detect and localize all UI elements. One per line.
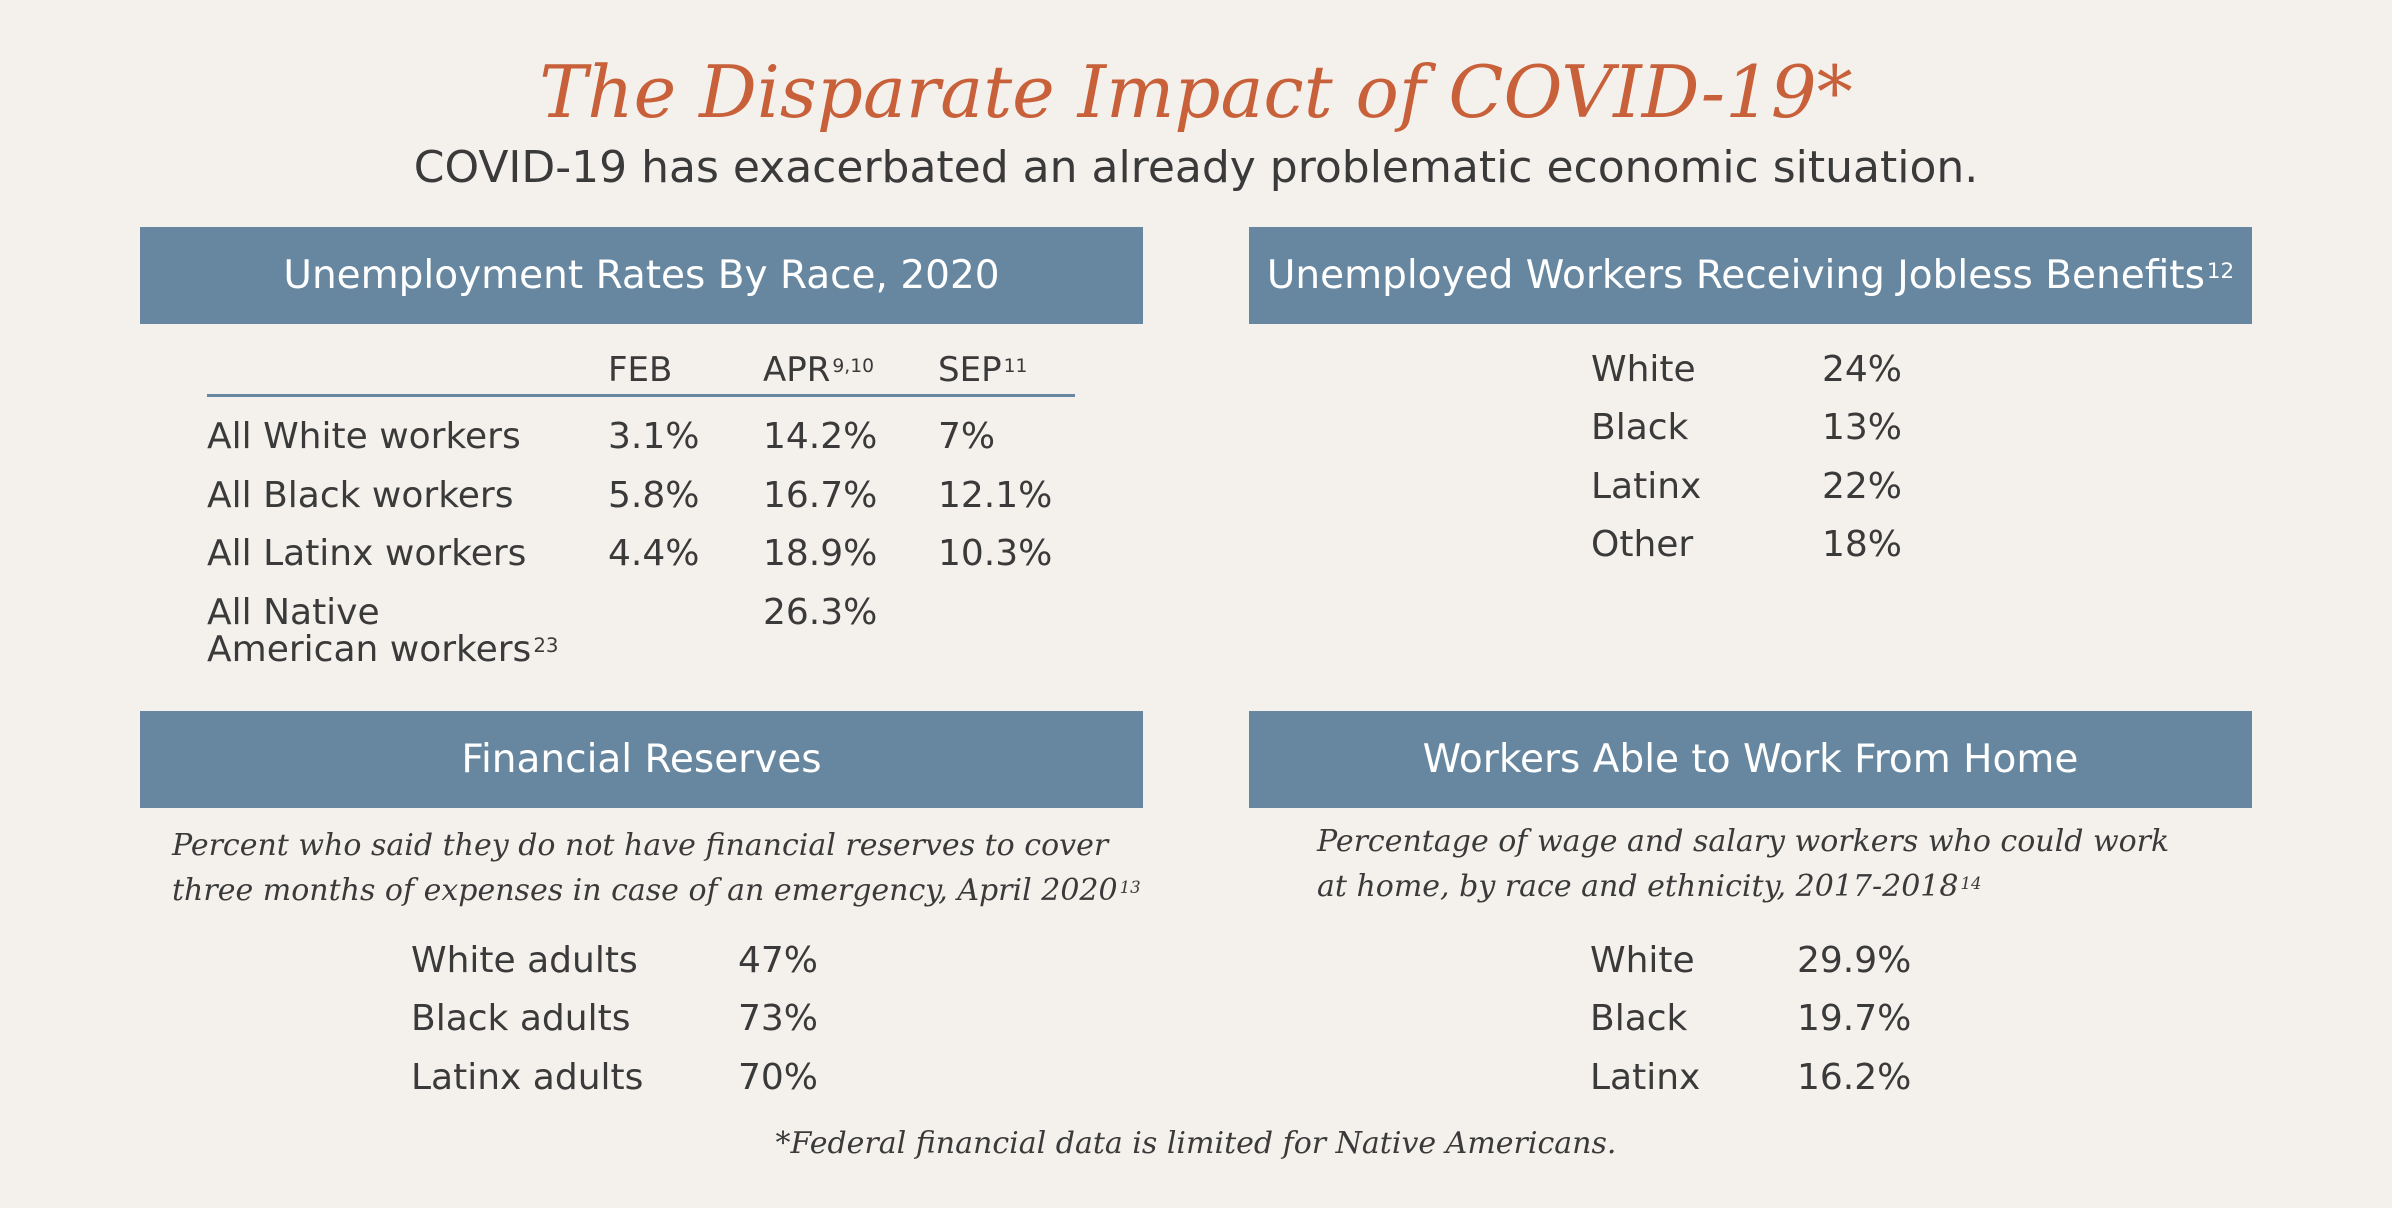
reserves-description-line1: Percent who said they do not have financ… [172,828,1109,863]
jobless-panel-header: Unemployed Workers Receiving Jobless Ben… [1249,227,2252,324]
footnote-ref: 11 [1003,356,1028,378]
reserves-label-white: White adults [411,940,638,981]
reserves-value-white: 47% [738,940,819,981]
home-label-black: Black [1590,998,1688,1039]
cell-white-sep: 7% [938,416,996,457]
page-title: The Disparate Impact of COVID-19* [539,50,1853,134]
cell-latinx-sep: 10.3% [938,533,1053,574]
page-subtitle: COVID-19 has exacerbated an already prob… [413,142,1979,193]
footnote-ref: 23 [533,634,559,658]
jobless-value-black: 13% [1822,407,1903,448]
reserves-panel-header: Financial Reserves [140,711,1143,808]
home-value-white: 29.9% [1797,940,1912,981]
footnote-ref: 14 [1960,873,1982,893]
jobless-label-latinx: Latinx [1591,466,1702,507]
column-header-feb: FEB [608,350,673,390]
jobless-value-other: 18% [1822,524,1903,565]
home-description-line1: Percentage of wage and salary workers wh… [1317,824,2170,859]
footnote-ref: 13 [1119,877,1141,897]
row-label-white: All White workers [207,416,521,457]
home-panel-header: Workers Able to Work From Home [1249,711,2252,808]
cell-white-apr: 14.2% [763,416,878,457]
cell-black-apr: 16.7% [763,475,878,516]
footnote-ref: 9,10 [832,356,874,378]
home-value-black: 19.7% [1797,998,1912,1039]
reserves-value-black: 73% [738,998,819,1039]
home-description-line2: at home, by race and ethnicity, 2017-201… [1317,869,1982,904]
cell-black-feb: 5.8% [608,475,700,516]
cell-native-apr: 26.3% [763,592,878,633]
cell-latinx-feb: 4.4% [608,533,700,574]
home-value-latinx: 16.2% [1797,1057,1912,1098]
footnote-ref: 12 [2206,258,2235,284]
row-label-native-line2: American workers 23 [207,629,559,670]
row-label-black: All Black workers [207,475,514,516]
footnote: *Federal financial data is limited for N… [775,1126,1617,1161]
jobless-label-other: Other [1591,524,1694,565]
unemployment-panel-header: Unemployment Rates By Race, 2020 [140,227,1143,324]
reserves-label-black: Black adults [411,998,631,1039]
cell-black-sep: 12.1% [938,475,1053,516]
unemployment-panel-title: Unemployment Rates By Race, 2020 [283,253,1000,298]
jobless-label-white: White [1591,349,1696,390]
jobless-value-white: 24% [1822,349,1903,390]
column-header-apr: APR 9,10 [763,350,874,390]
table-header-rule [207,394,1075,397]
cell-white-feb: 3.1% [608,416,700,457]
jobless-value-latinx: 22% [1822,466,1903,507]
reserves-label-latinx: Latinx adults [411,1057,644,1098]
row-label-latinx: All Latinx workers [207,533,527,574]
home-panel-title: Workers Able to Work From Home [1422,737,2079,782]
column-header-sep: SEP 11 [938,350,1028,390]
jobless-label-black: Black [1591,407,1689,448]
home-label-white: White [1590,940,1695,981]
row-label-native-line1: All Native [207,592,380,633]
cell-latinx-apr: 18.9% [763,533,878,574]
reserves-value-latinx: 70% [738,1057,819,1098]
reserves-panel-title: Financial Reserves [461,737,822,782]
reserves-description-line2: three months of expenses in case of an e… [172,873,1141,908]
jobless-panel-title: Unemployed Workers Receiving Jobless Ben… [1266,253,2205,298]
home-label-latinx: Latinx [1590,1057,1701,1098]
